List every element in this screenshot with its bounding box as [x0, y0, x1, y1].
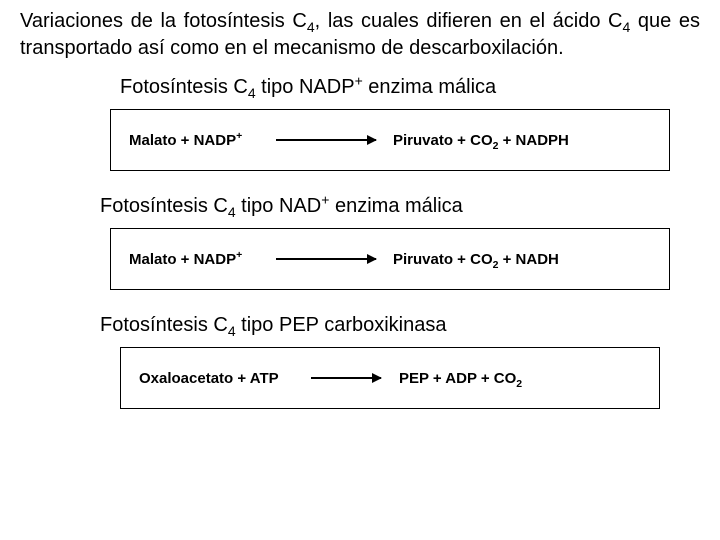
title-1-mid: tipo NADP [256, 76, 355, 98]
reaction-box-2: Malato + NADP+ Piruvato + CO2 + NADH [110, 228, 670, 290]
reactant-2-pre: Malato + NADP [129, 251, 236, 268]
product-1-post: + NADPH [498, 132, 568, 149]
product-1-pre: Piruvato + CO [393, 132, 493, 149]
title-3-sub: 4 [228, 323, 236, 339]
section-title-2: Fotosíntesis C4 tipo NAD+ enzima málica [100, 195, 700, 218]
reactant-1: Malato + NADP+ [129, 132, 242, 149]
intro-text-2: , las cuales difieren en el ácido C [315, 10, 623, 32]
product-2: Piruvato + CO2 + NADH [393, 251, 559, 268]
section-title-3: Fotosíntesis C4 tipo PEP carboxikinasa [100, 314, 700, 337]
product-3-sub: 2 [516, 378, 522, 390]
intro-text-1: Variaciones de la fotosíntesis C [20, 10, 307, 32]
product-3: PEP + ADP + CO2 [399, 370, 522, 387]
reactant-1-pre: Malato + NADP [129, 132, 236, 149]
reactant-2-sup: + [236, 249, 242, 261]
title-1-post: enzima málica [363, 76, 496, 98]
title-1-sub: 4 [248, 85, 256, 101]
reaction-arrow-3 [311, 377, 381, 379]
reaction-box-1: Malato + NADP+ Piruvato + CO2 + NADPH [110, 109, 670, 171]
title-2-post: enzima málica [329, 195, 462, 217]
intro-sub-1: 4 [307, 19, 315, 35]
title-3-mid: tipo PEP carboxikinasa [236, 314, 447, 336]
title-1-pre: Fotosíntesis C [120, 76, 248, 98]
title-1-sup: + [355, 72, 363, 88]
page: Variaciones de la fotosíntesis C4, las c… [0, 0, 720, 441]
reaction-arrow-2 [276, 258, 376, 260]
reaction-box-3: Oxaloacetato + ATP PEP + ADP + CO2 [120, 347, 660, 409]
reactant-3: Oxaloacetato + ATP [139, 370, 279, 387]
title-3-pre: Fotosíntesis C [100, 314, 228, 336]
title-2-pre: Fotosíntesis C [100, 195, 228, 217]
section-title-1: Fotosíntesis C4 tipo NADP+ enzima málica [120, 76, 700, 99]
reactant-3-pre: Oxaloacetato + ATP [139, 370, 279, 387]
reaction-arrow-1 [276, 139, 376, 141]
reactant-2: Malato + NADP+ [129, 251, 242, 268]
product-2-post: + NADH [498, 251, 558, 268]
reactant-1-sup: + [236, 130, 242, 142]
product-3-pre: PEP + ADP + CO [399, 370, 516, 387]
product-1: Piruvato + CO2 + NADPH [393, 132, 569, 149]
product-2-pre: Piruvato + CO [393, 251, 493, 268]
intro-paragraph: Variaciones de la fotosíntesis C4, las c… [20, 8, 700, 62]
title-2-sub: 4 [228, 204, 236, 220]
title-2-mid: tipo NAD [236, 195, 322, 217]
